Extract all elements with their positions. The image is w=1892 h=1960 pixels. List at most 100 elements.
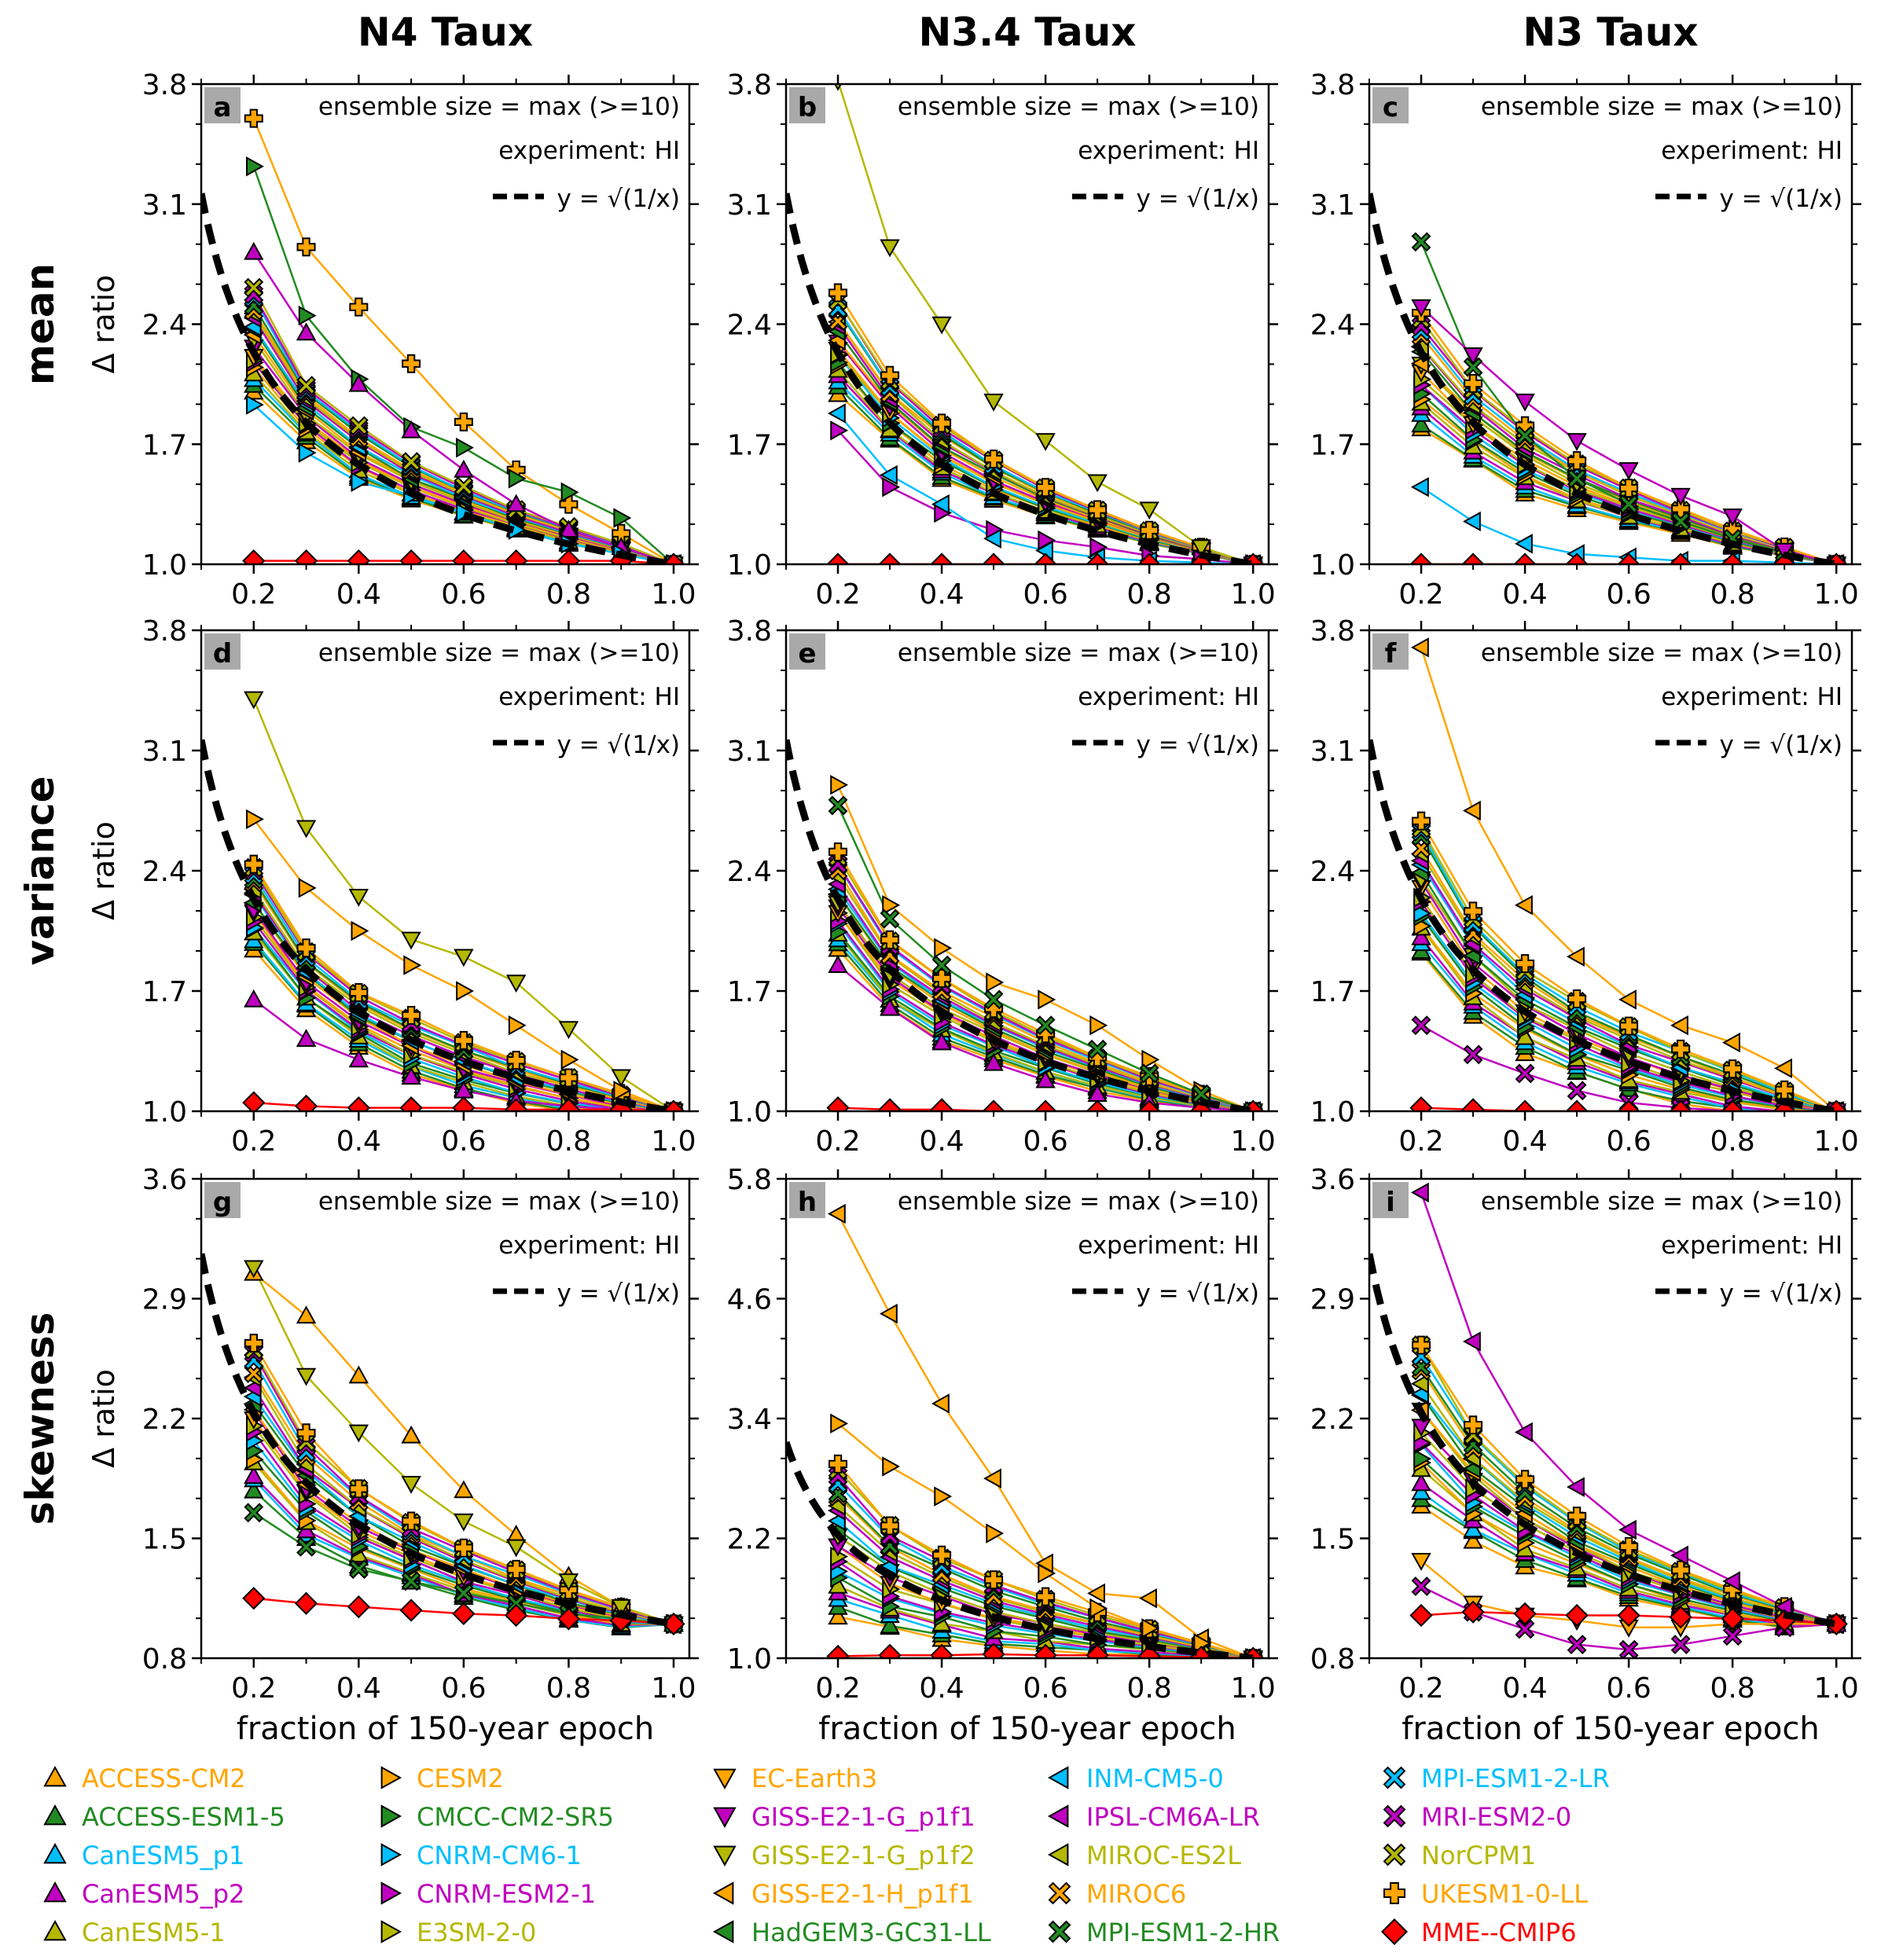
x-tick-label: 0.4 [1502,578,1547,611]
data-point [298,305,317,326]
panel-e: 1.0 1.7 2.4 3.1 3.8 0.2 0.4 0.6 0.8 1.0 e ensemble … [727,615,1278,1158]
data-point [1515,534,1533,554]
data-point [931,1032,952,1051]
legend-label: HadGEM3-GC31-LL [751,1918,991,1947]
data-point [1038,1563,1056,1584]
data-point [1722,508,1743,527]
data-point [1410,477,1429,497]
legend-item: GISS-E2-1-G_p1f2 [713,1841,975,1870]
data-point [1464,373,1483,393]
annotation-experiment: experiment: HI [1078,683,1259,711]
mme-point [1617,1603,1640,1628]
data-point [244,989,264,1008]
data-point [506,1051,526,1070]
legend-item: E3SM-2-0 [380,1918,536,1947]
y-tick-label: 1.7 [727,976,772,1008]
series-line [252,305,674,564]
data-point [879,464,898,486]
data-point [1464,901,1483,921]
x-axis-label: fraction of 150-year epoch [818,1711,1236,1747]
y-tick-label: 1.0 [727,549,772,582]
x-tick-label: 0.2 [815,1125,860,1158]
data-point [828,955,848,974]
row-title: variance [17,776,63,965]
mme-point [1669,552,1692,564]
data-point [244,108,263,128]
y-tick-label: 5.8 [727,1164,772,1196]
data-point [1723,1059,1743,1079]
data-point [1411,927,1431,945]
panel-letter-box [1372,87,1409,123]
legend-label: E3SM-2-0 [417,1918,536,1947]
legend-marker [1047,1804,1069,1828]
annotation-ensemble: ensemble size = max (>=10) [898,639,1259,667]
mme-point [505,1098,528,1111]
data-point [1411,414,1431,433]
legend-marker [380,1766,402,1789]
y-tick-label: 3.1 [142,189,187,222]
x-tick-label: 0.6 [1023,1672,1067,1705]
legend-label: GISS-E2-1-G_p1f2 [751,1841,975,1870]
data-point [1410,1182,1429,1203]
reference-curve [1369,193,1837,564]
data-point [348,1049,369,1068]
x-tick-label: 1.0 [1814,1125,1859,1158]
panel-letter: b [798,92,817,123]
reference-curve [786,739,1254,1111]
data-point [1036,478,1056,497]
data-point [1462,800,1481,821]
legend-marker [380,1804,402,1828]
data-point [880,997,900,1016]
data-point [983,1052,1004,1071]
x-tick-label: 0.8 [1127,1125,1172,1158]
data-point [830,1413,849,1434]
data-point [244,277,264,298]
data-point [351,920,369,941]
y-tick-label: 3.8 [142,615,187,648]
plot-area [201,691,685,1111]
y-tick-label: 2.4 [727,856,772,888]
data-point [1515,1063,1535,1084]
data-point [558,1021,579,1040]
data-point [244,1260,264,1279]
reference-legend-label: y = √(1/x) [557,731,680,759]
data-point [348,1559,369,1580]
data-point [244,854,263,874]
annotation-ensemble: ensemble size = max (>=10) [1481,93,1842,121]
data-point [1463,1530,1483,1549]
x-tick-label: 1.0 [1231,1672,1276,1705]
y-tick-label: 1.0 [727,1643,772,1676]
annotation-experiment: experiment: HI [1661,137,1842,165]
x-tick-label: 0.8 [1710,1672,1755,1705]
data-point [880,930,900,949]
data-point [1618,1639,1639,1658]
panel-letter-box [789,633,825,670]
mme-point [557,1098,581,1111]
reference-legend-label: y = √(1/x) [557,185,680,213]
data-point [882,1456,901,1477]
data-point [559,494,579,514]
data-point [1464,1415,1483,1435]
data-point [560,1049,579,1070]
data-point [454,949,474,967]
data-point [244,241,264,260]
data-point [351,472,369,492]
mme-point [1086,552,1109,564]
data-point [830,420,849,441]
panel-c: 1.0 1.7 2.4 3.1 3.8 0.2 0.4 0.6 0.8 1.0 c ensemble … [1310,69,1861,611]
x-tick-label: 0.2 [1398,578,1443,611]
legend-label: CanESM5_p1 [82,1841,244,1870]
data-point [1411,1481,1431,1500]
data-point [986,972,1005,993]
data-point [934,1486,953,1507]
mme-point [1034,1643,1057,1658]
y-tick-label: 3.4 [727,1404,772,1436]
data-point [1515,954,1535,974]
mme-point [505,549,528,564]
legend-label: MRI-ESM2-0 [1421,1802,1571,1832]
x-tick-label: 0.8 [546,578,591,611]
data-point [1670,1015,1688,1036]
data-point [1141,1049,1160,1070]
y-tick-label: 1.7 [1310,429,1355,461]
x-tick-label: 0.2 [231,578,276,611]
